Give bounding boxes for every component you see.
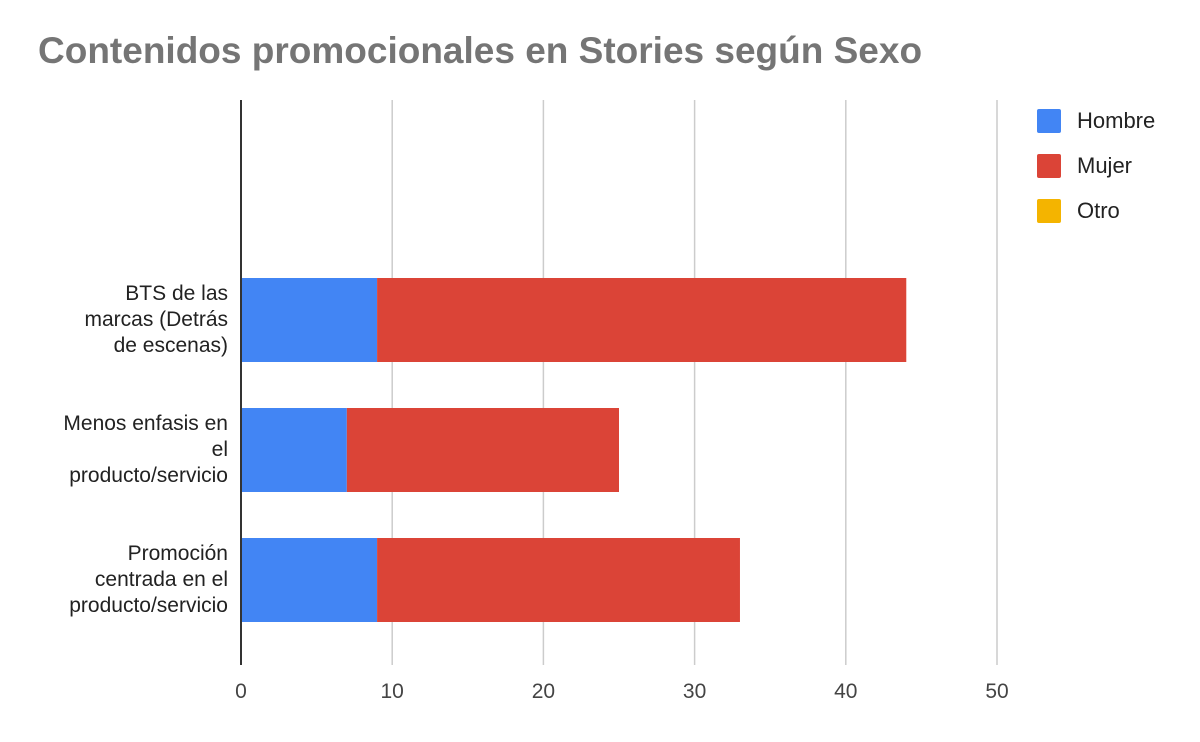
category-label-line: el (211, 438, 228, 461)
category-label-line: BTS de las (125, 282, 228, 305)
bar-mujer-1 (346, 408, 619, 492)
x-tick-label: 50 (985, 680, 1009, 703)
category-label-line: marcas (Detrás (84, 308, 228, 331)
bar-mujer-2 (377, 538, 740, 622)
x-tick-label: 10 (380, 680, 404, 703)
bar-hombre-0 (241, 278, 378, 362)
category-label-line: producto/servicio (69, 464, 228, 487)
legend: Hombre Mujer Otro (1037, 98, 1155, 233)
category-label-line: Menos enfasis en (63, 412, 228, 435)
legend-label: Mujer (1077, 152, 1133, 178)
category-label-line: Promoción (127, 542, 228, 565)
category-label-line: producto/servicio (69, 594, 228, 617)
legend-item-otro: Otro (1037, 188, 1155, 233)
category-label: Promoción centrada en el producto/servicio (28, 541, 228, 619)
category-label-line: centrada en el (94, 568, 228, 591)
legend-item-hombre: Hombre (1037, 98, 1155, 143)
legend-swatch (1037, 108, 1061, 133)
x-tick-label: 0 (235, 680, 247, 703)
category-label: Menos enfasis en el producto/servicio (28, 411, 228, 489)
x-tick-label: 30 (682, 680, 707, 703)
bar-hombre-1 (241, 408, 347, 492)
legend-label: Hombre (1077, 107, 1156, 133)
x-tick-label: 40 (834, 680, 858, 703)
bar-hombre-2 (241, 538, 378, 622)
legend-item-mujer: Mujer (1037, 143, 1155, 188)
legend-swatch (1037, 198, 1061, 223)
x-tick-label: 20 (531, 680, 556, 703)
legend-label: Otro (1077, 197, 1120, 223)
category-label-line: de escenas) (113, 334, 228, 357)
category-label: BTS de las marcas (Detrás de escenas) (28, 281, 228, 359)
chart-title: Contenidos promocionales en Stories segú… (38, 30, 923, 71)
legend-swatch (1037, 153, 1061, 178)
bar-mujer-0 (377, 278, 907, 362)
